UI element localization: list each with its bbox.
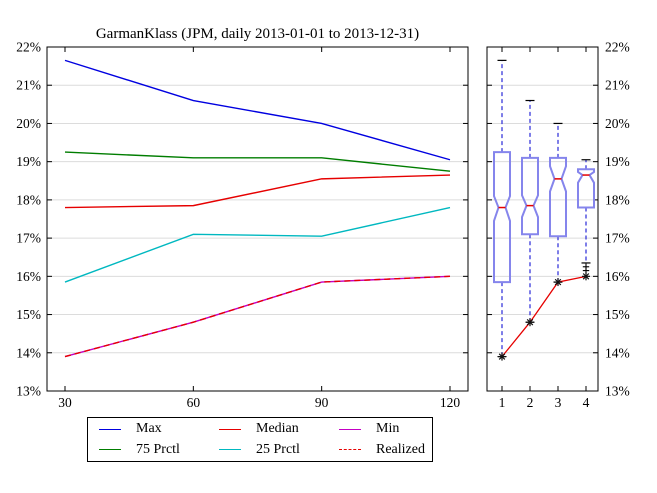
left-panel: 13% 14% 15% 16% 17% 18% 19% 20% 21% 22% 30 60 90 120 — [16, 40, 469, 410]
legend-label: Min — [376, 421, 400, 437]
realized-star-icon — [554, 278, 562, 287]
chart-legend: Max Median Min 75 Prctl 25 Prctl Realized — [87, 417, 433, 462]
chart-title: GarmanKlass (JPM, daily 2013-01-01 to 20… — [95, 26, 420, 42]
legend-label: Max — [136, 421, 162, 437]
notched-box — [493, 151, 511, 284]
right-y-tick-label: 19% — [605, 154, 630, 169]
legend-item-median: Median — [219, 421, 339, 437]
series-line-realized — [64, 275, 451, 358]
right-y-tick-label: 16% — [605, 269, 630, 284]
boxplot-window-4 — [577, 159, 595, 274]
left-y-tick-label: 17% — [16, 231, 41, 246]
boxplot-window-2 — [521, 99, 539, 323]
legend-swatch-icon — [339, 449, 361, 451]
legend-swatch-icon — [339, 428, 361, 430]
right-y-tick-label: 15% — [605, 307, 630, 322]
realized-line — [501, 275, 587, 358]
legend-item-75-prctl: 75 Prctl — [99, 442, 219, 458]
left-y-tick-label: 15% — [16, 307, 41, 322]
legend-swatch-icon — [99, 428, 121, 430]
realized-star-icon — [498, 352, 506, 361]
left-x-tick-label: 30 — [58, 395, 72, 410]
legend-label: 75 Prctl — [136, 441, 180, 457]
realized-star-icon — [582, 272, 590, 281]
legend-item-realized: Realized — [339, 442, 432, 458]
notched-box — [577, 168, 595, 209]
right-x-tick-label: 4 — [583, 395, 590, 410]
right-y-tick-label: 20% — [605, 116, 630, 131]
right-y-tick-label: 22% — [605, 40, 630, 55]
right-y-tick-label: 14% — [605, 345, 630, 360]
right-y-tick-label: 21% — [605, 78, 630, 93]
left-y-tick-label: 13% — [16, 384, 41, 399]
left-x-tick-label: 90 — [315, 395, 329, 410]
left-y-tick-label: 16% — [16, 269, 41, 284]
right-x-tick-label: 1 — [499, 395, 506, 410]
notched-box — [521, 156, 539, 236]
right-y-tick-label: 13% — [605, 384, 630, 399]
right-x-tick-label: 2 — [527, 395, 534, 410]
boxplot-window-3 — [549, 122, 567, 283]
left-y-tick-label: 14% — [16, 345, 41, 360]
series-line-75-prctl — [64, 151, 451, 172]
legend-item-max: Max — [99, 421, 219, 437]
series-line-max — [64, 59, 451, 161]
left-x-tick-label: 60 — [187, 395, 201, 410]
left-y-tick-label: 22% — [16, 40, 41, 55]
legend-label: 25 Prctl — [256, 441, 300, 457]
legend-label: Realized — [376, 441, 425, 457]
legend-swatch-icon — [99, 449, 121, 451]
left-x-tick-label: 120 — [440, 395, 461, 410]
left-y-tick-label: 20% — [16, 116, 41, 131]
series-line-median — [64, 174, 451, 209]
left-y-tick-label: 19% — [16, 154, 41, 169]
right-y-tick-label: 18% — [605, 192, 630, 207]
left-y-tick-label: 21% — [16, 78, 41, 93]
left-y-tick-label: 18% — [16, 192, 41, 207]
series-line-25-prctl — [64, 206, 451, 283]
boxplot-window-1 — [493, 59, 511, 358]
legend-swatch-icon — [219, 449, 241, 451]
legend-label: Median — [256, 421, 299, 437]
legend-item-min: Min — [339, 421, 432, 437]
notched-box — [549, 156, 567, 238]
series-line-min — [64, 275, 451, 358]
legend-item-25-prctl: 25 Prctl — [219, 442, 339, 458]
right-y-tick-label: 17% — [605, 231, 630, 246]
realized-star-icon — [526, 318, 534, 327]
right-x-tick-label: 3 — [555, 395, 562, 410]
legend-swatch-icon — [219, 428, 241, 430]
right-panel: 13% 14% 15% 16% 17% 18% 19% 20% 21% 22% 1 2 3 4 — [486, 40, 630, 410]
